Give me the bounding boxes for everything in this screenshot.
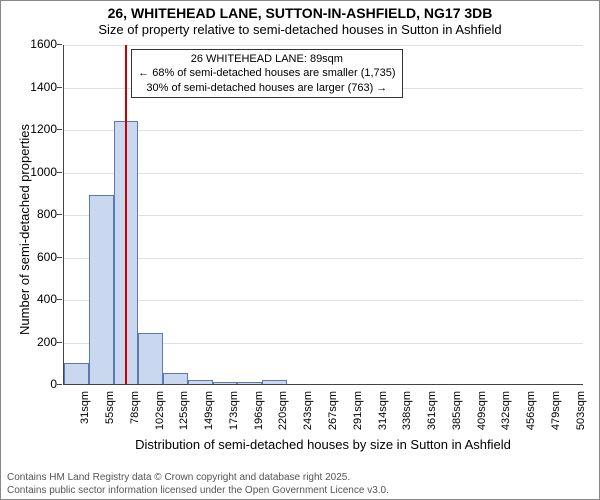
x-tick: 456sqm — [525, 391, 537, 441]
bar — [213, 382, 238, 384]
y-tick: 600 — [17, 250, 57, 264]
x-tick: 149sqm — [203, 391, 215, 441]
y-tick: 0 — [17, 377, 57, 391]
x-tick: 243sqm — [302, 391, 314, 441]
y-tick: 1600 — [17, 37, 57, 51]
bar — [138, 333, 163, 384]
x-tick: 220sqm — [277, 391, 289, 441]
y-tick: 400 — [17, 292, 57, 306]
bar — [163, 373, 188, 384]
x-tick: 78sqm — [129, 391, 141, 441]
chart-subtitle: Size of property relative to semi-detach… — [1, 22, 599, 37]
grid-line — [64, 173, 583, 174]
y-tick: 200 — [17, 335, 57, 349]
x-tick: 385sqm — [451, 391, 463, 441]
credits-line-1: Contains HM Land Registry data © Crown c… — [7, 472, 389, 485]
x-tick: 125sqm — [178, 391, 190, 441]
x-tick: 173sqm — [228, 391, 240, 441]
grid-line — [64, 130, 583, 131]
x-tick: 196sqm — [253, 391, 265, 441]
y-tick: 800 — [17, 207, 57, 221]
x-tick: 102sqm — [154, 391, 166, 441]
credits-line-2: Contains public sector information licen… — [7, 485, 389, 498]
x-tick: 479sqm — [550, 391, 562, 441]
bar — [89, 195, 114, 384]
annotation-box: 26 WHITEHEAD LANE: 89sqm← 68% of semi-de… — [131, 49, 402, 98]
bar — [64, 363, 89, 384]
annotation-line: 30% of semi-detached houses are larger (… — [138, 81, 395, 95]
annotation-line: ← 68% of semi-detached houses are smalle… — [138, 66, 395, 80]
grid-line — [64, 45, 583, 46]
chart-title: 26, WHITEHEAD LANE, SUTTON-IN-ASHFIELD, … — [1, 5, 599, 21]
x-tick: 503sqm — [575, 391, 587, 441]
grid-line — [64, 300, 583, 301]
x-tick: 291sqm — [352, 391, 364, 441]
x-tick: 55sqm — [104, 391, 116, 441]
bar — [262, 380, 287, 384]
y-tick: 1400 — [17, 80, 57, 94]
x-tick: 314sqm — [377, 391, 389, 441]
y-tick: 1200 — [17, 122, 57, 136]
annotation-line: 26 WHITEHEAD LANE: 89sqm — [138, 52, 395, 66]
grid-line — [64, 258, 583, 259]
y-tick: 1000 — [17, 165, 57, 179]
x-tick: 432sqm — [500, 391, 512, 441]
x-tick: 267sqm — [327, 391, 339, 441]
x-tick: 409sqm — [476, 391, 488, 441]
plot-area: 26 WHITEHEAD LANE: 89sqm← 68% of semi-de… — [63, 45, 583, 385]
x-tick: 31sqm — [79, 391, 91, 441]
x-tick: 361sqm — [426, 391, 438, 441]
grid-line — [64, 215, 583, 216]
chart-container: 26, WHITEHEAD LANE, SUTTON-IN-ASHFIELD, … — [0, 0, 600, 500]
bar — [188, 380, 213, 384]
marker-line — [125, 45, 127, 384]
bar — [237, 382, 262, 384]
credits: Contains HM Land Registry data © Crown c… — [7, 472, 389, 497]
x-tick: 338sqm — [401, 391, 413, 441]
